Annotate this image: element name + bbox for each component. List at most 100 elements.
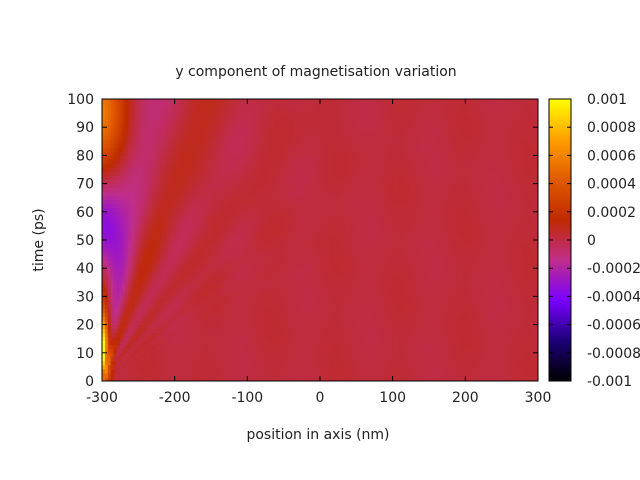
heatmap-cell — [436, 264, 440, 269]
heatmap-cell — [383, 268, 388, 273]
heatmap-cell — [136, 308, 141, 313]
heatmap-cell — [503, 284, 507, 289]
heatmap-cell — [290, 324, 295, 330]
heatmap-cell — [102, 360, 106, 366]
heatmap-cell — [253, 348, 257, 354]
heatmap-cell — [421, 372, 426, 378]
heatmap-cell — [535, 248, 539, 253]
heatmap-cell — [116, 332, 120, 338]
heatmap-cell — [200, 244, 205, 249]
heatmap-cell — [200, 260, 205, 265]
heatmap-cell — [308, 340, 312, 346]
heatmap-cell — [346, 260, 350, 265]
heatmap-cell — [418, 328, 423, 334]
heatmap-cell — [299, 300, 303, 305]
heatmap-cell — [453, 356, 458, 362]
heatmap-cell — [145, 332, 149, 338]
heatmap-cell — [447, 248, 452, 253]
heatmap-cell — [218, 364, 222, 370]
heatmap-cell — [340, 308, 344, 313]
heatmap-cell — [238, 360, 242, 366]
heatmap-cell — [151, 248, 155, 253]
heatmap-cell — [363, 364, 367, 370]
heatmap-cell — [279, 320, 283, 325]
heatmap-cell — [212, 300, 216, 305]
heatmap-cell — [145, 360, 149, 366]
heatmap-cell — [357, 320, 362, 325]
heatmap-cell — [250, 312, 254, 317]
heatmap-cell — [125, 368, 129, 374]
heatmap-cell — [381, 372, 385, 378]
heatmap-cell — [526, 268, 530, 273]
heatmap-cell — [229, 248, 234, 253]
heatmap-cell — [349, 344, 353, 350]
heatmap-cell — [229, 308, 234, 313]
heatmap-cell — [433, 292, 437, 297]
heatmap-cell — [267, 296, 271, 301]
heatmap-cell — [476, 296, 481, 301]
heatmap-cell — [343, 364, 347, 370]
heatmap-cell — [465, 360, 469, 366]
heatmap-cell — [500, 320, 504, 325]
heatmap-cell — [232, 264, 237, 269]
heatmap-cell — [119, 356, 123, 362]
heatmap-cell — [436, 248, 440, 253]
heatmap-cell — [343, 268, 347, 273]
heatmap-cell — [503, 308, 507, 313]
heatmap-cell — [154, 292, 158, 297]
heatmap-cell — [261, 304, 266, 309]
heatmap-cell — [398, 276, 402, 281]
heatmap-cell — [273, 372, 277, 378]
heatmap-cell — [174, 356, 178, 362]
heatmap-cell — [351, 336, 356, 342]
heatmap-cell — [273, 268, 277, 273]
heatmap-cell — [264, 344, 269, 350]
heatmap-cell — [168, 300, 173, 305]
heatmap-cell — [337, 368, 341, 374]
heatmap-cell — [433, 328, 437, 334]
heatmap-cell — [229, 256, 234, 261]
heatmap-cell — [212, 272, 216, 277]
heatmap-cell — [221, 336, 225, 342]
heatmap-cell — [317, 292, 321, 297]
heatmap-cell — [293, 316, 298, 321]
heatmap-cell — [209, 304, 213, 309]
heatmap-cell — [375, 344, 379, 350]
heatmap-cell — [439, 348, 443, 354]
heatmap-cell — [413, 252, 417, 257]
heatmap-cell — [128, 292, 132, 297]
heatmap-cell — [360, 268, 364, 273]
heatmap-cell — [151, 288, 155, 293]
heatmap-cell — [392, 292, 396, 297]
heatmap-cell — [133, 368, 138, 374]
heatmap-cell — [325, 340, 330, 346]
heatmap-cell — [511, 368, 516, 374]
heatmap-cell — [165, 268, 170, 273]
heatmap-cell — [334, 276, 338, 281]
heatmap-cell — [125, 320, 129, 325]
heatmap-cell — [197, 348, 202, 354]
heatmap-cell — [299, 292, 303, 297]
heatmap-cell — [386, 324, 391, 330]
heatmap-cell — [232, 352, 237, 358]
heatmap-cell — [163, 348, 167, 354]
heatmap-cell — [142, 356, 146, 362]
heatmap-cell — [453, 348, 458, 354]
heatmap-cell — [119, 364, 123, 370]
heatmap-cell — [450, 344, 455, 350]
heatmap-cell — [165, 376, 170, 382]
heatmap-cell — [532, 348, 536, 354]
heatmap-cell — [122, 376, 126, 382]
heatmap-cell — [453, 308, 458, 313]
heatmap-cell — [270, 288, 274, 293]
heatmap-cell — [337, 356, 341, 362]
heatmap-cell — [305, 272, 309, 277]
heatmap-cell — [340, 348, 344, 354]
heatmap-cell — [491, 292, 495, 297]
heatmap-cell — [264, 248, 269, 253]
heatmap-cell — [401, 268, 405, 273]
heatmap-cell — [148, 280, 152, 285]
heatmap-cell — [369, 276, 373, 281]
heatmap-cell — [413, 320, 417, 325]
heatmap-cell — [436, 260, 440, 265]
